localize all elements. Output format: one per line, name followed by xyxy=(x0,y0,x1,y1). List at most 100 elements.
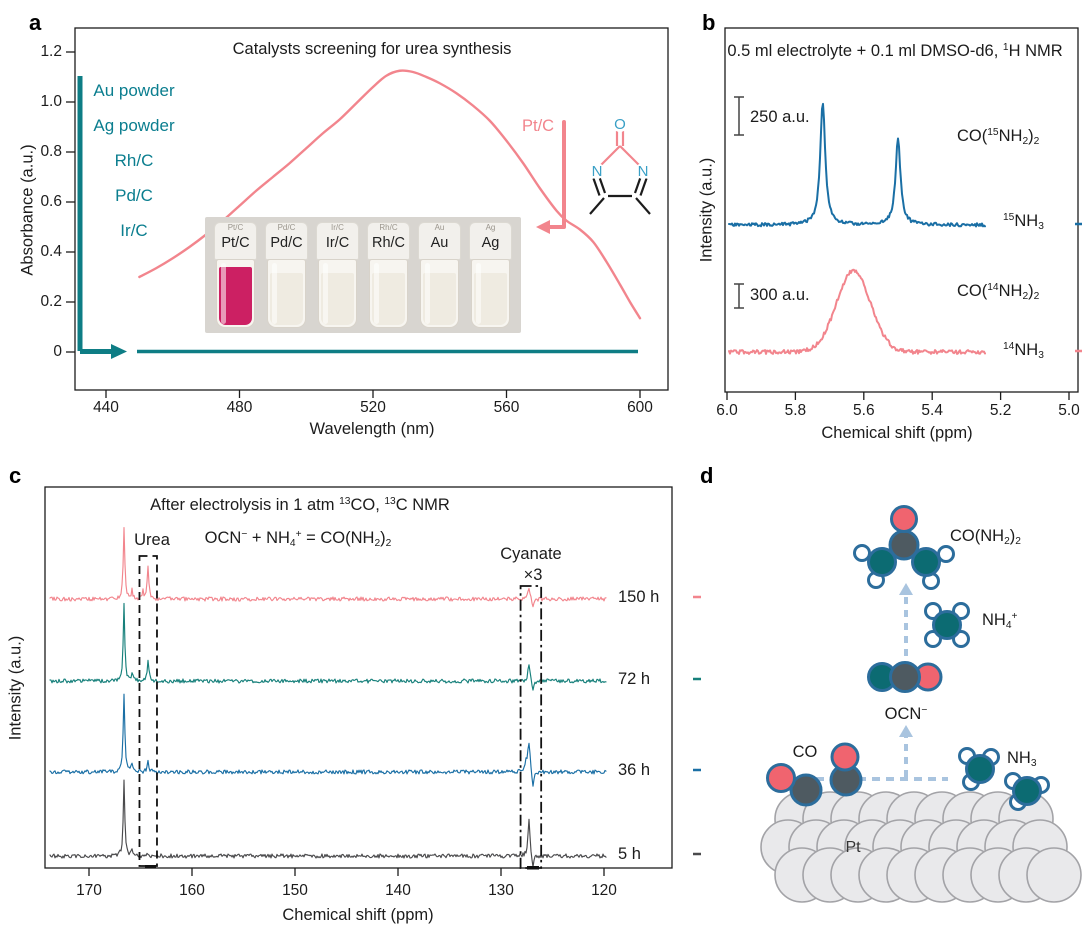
panel-c-x-tick-label: 140 xyxy=(385,882,411,899)
panel-b-scalebar-bottom-label: 300 a.u. xyxy=(750,286,810,304)
vial-body xyxy=(318,259,357,328)
panel-a-catalyst-3: Pd/C xyxy=(115,186,153,205)
vial-cap-label: Rh/C xyxy=(371,235,406,251)
panel-c-time-label-1: 72 h xyxy=(618,670,651,688)
panel-d-arrowhead-urea xyxy=(899,583,913,595)
panel-d-ocn-label: OCN− xyxy=(884,705,928,723)
panel-c-letter: c xyxy=(9,463,22,488)
panel-b-15n-nh3-label: 15NH3 xyxy=(1003,212,1044,232)
vial-Pd/C: Pd/C Pd/C xyxy=(264,222,309,331)
vial-gloss xyxy=(323,263,328,324)
panel-b-letter: b xyxy=(702,10,716,35)
atom-halo xyxy=(589,163,605,179)
panel-c-cyanate-window xyxy=(519,585,543,869)
vial-body xyxy=(369,259,408,328)
panel-a-ptc-curve xyxy=(138,69,642,320)
panel-a-catalyst-1: Ag powder xyxy=(93,116,175,135)
panel-a-letter: a xyxy=(29,10,42,35)
vial-cap-note: Au xyxy=(434,223,445,232)
panel-d-pt-label: Pt xyxy=(845,839,861,856)
vial-cap: Pt/C Pt/C xyxy=(214,222,257,260)
panel-a-x-tick-label: 440 xyxy=(93,399,119,416)
vial-cap: Au Au xyxy=(418,222,461,260)
panel-d-nh3-label: NH3 xyxy=(1007,749,1037,769)
structure-atom-N: N xyxy=(592,163,603,180)
structure-atom-O: O xyxy=(614,116,626,133)
panel-a-x-tick-label: 480 xyxy=(226,399,253,416)
vial-gloss xyxy=(374,263,379,324)
panel-b-trace-1 xyxy=(728,268,986,355)
panel-d-letter: d xyxy=(700,463,714,488)
panel-b-x-tick-label: 5.2 xyxy=(989,402,1012,419)
vial-cap-label: Ir/C xyxy=(325,235,350,251)
panel-a-x-axis-title: Wavelength (nm) xyxy=(309,420,435,438)
panel-c-title: After electrolysis in 1 atm 13CO, 13C NM… xyxy=(150,496,450,514)
vial-cap: Rh/C Rh/C xyxy=(367,222,410,260)
panel-b-trace-0 xyxy=(728,102,986,228)
panel-c-cyanate-underline xyxy=(527,866,539,870)
panel-a-x-tick-label: 600 xyxy=(627,399,653,416)
vial-Ag: Ag Ag xyxy=(468,222,513,331)
panel-b-x-axis-title: Chemical shift (ppm) xyxy=(821,424,973,442)
vial-gloss xyxy=(425,263,430,324)
vial-Au: Au Au xyxy=(417,222,462,331)
vial-gloss xyxy=(476,263,481,324)
vial-Ir/C: Ir/C Ir/C xyxy=(315,222,360,331)
panel-a-x-tick-label: 560 xyxy=(493,399,520,416)
panel-a-frame xyxy=(74,27,669,391)
panel-a-y-axis-title: Absorbance (a.u.) xyxy=(18,144,37,276)
panel-d-nh4-label: NH4+ xyxy=(982,611,1018,631)
vial-body xyxy=(420,259,459,328)
vial-gloss xyxy=(221,263,226,324)
ocn-carbon xyxy=(889,661,921,693)
panel-d-arrowhead-ocn xyxy=(899,725,913,737)
panel-b-x-tick-label: 6.0 xyxy=(716,402,738,419)
nh3-nitrogen xyxy=(965,754,995,784)
vial-Rh/C: Rh/C Rh/C xyxy=(366,222,411,331)
atom-halo xyxy=(635,163,651,179)
h-atom xyxy=(937,545,955,563)
panel-a-catalyst-2: Rh/C xyxy=(114,151,154,170)
co-oxygen xyxy=(766,763,796,793)
panel-c-trace-150h xyxy=(49,527,607,608)
panel-c-trace-5h xyxy=(49,779,607,868)
panel-c-time-label-2: 36 h xyxy=(618,761,651,779)
panel-b-14n-nh3-label: 14NH3 xyxy=(1003,341,1044,361)
panel-b-15n-urea-label: CO(15NH2)2 xyxy=(957,127,1040,147)
panel-c-cyanate-gain: ×3 xyxy=(523,566,543,584)
vial-cap-note: Rh/C xyxy=(379,223,398,232)
vial-body xyxy=(471,259,510,328)
panel-a-catalyst-4: Ir/C xyxy=(120,221,148,240)
panel-c-x-axis-title: Chemical shift (ppm) xyxy=(282,906,434,924)
panel-c-x-tick-label: 130 xyxy=(488,882,514,899)
urea-nitrogen xyxy=(911,547,941,577)
panel-a-title: Catalysts screening for urea synthesis xyxy=(232,40,512,58)
panel-a-y-tick-label: 0.4 xyxy=(40,243,62,260)
vial-gloss xyxy=(272,263,277,324)
urea-nitrogen xyxy=(867,547,897,577)
panel-a-y-tick-label: 1.2 xyxy=(40,43,62,60)
panel-a-catalyst-arrowhead xyxy=(111,344,127,359)
panel-b-scalebar-top-label: 250 a.u. xyxy=(750,108,810,126)
nh4-nitrogen xyxy=(932,610,962,640)
panel-a-y-tick-label: 0.6 xyxy=(40,193,62,210)
panel-a-catalyst-0: Au powder xyxy=(93,81,175,100)
pt-atom xyxy=(1026,847,1082,903)
panel-c-y-axis-title: Intensity (a.u.) xyxy=(6,635,25,741)
vial-cap-label: Au xyxy=(430,235,449,251)
nh3-nitrogen xyxy=(1012,776,1042,806)
vial-cap-note: Pt/C xyxy=(227,223,244,232)
panel-b-x-tick-label: 5.4 xyxy=(921,402,943,419)
panel-c-frame xyxy=(44,486,673,869)
panel-c-x-tick-label: 160 xyxy=(179,882,205,899)
panel-c-trace-72h xyxy=(49,602,607,691)
panel-a-y-tick-label: 1.0 xyxy=(40,93,62,110)
panel-c-x-tick-label: 150 xyxy=(282,882,308,899)
panel-a-y-tick-label: 0.2 xyxy=(40,293,62,310)
vial-photo-inset: Pt/C Pt/C Pd/C Pd/C Ir/C Ir/C Rh/C Rh/C Au Au Ag Ag xyxy=(205,217,521,333)
structure-atom-N: N xyxy=(638,163,649,180)
vial-cap-label: Ag xyxy=(481,235,500,251)
panel-a-ptc-arrow xyxy=(547,120,566,229)
